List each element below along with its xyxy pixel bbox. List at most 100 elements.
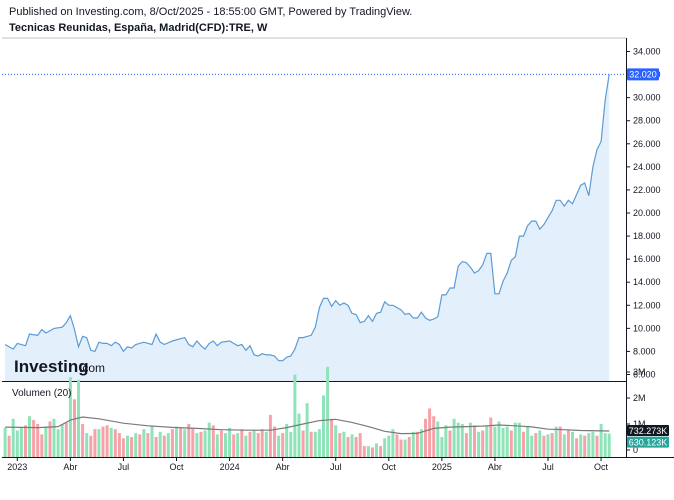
volume-bar <box>170 429 174 457</box>
time-tick-label: 2023 <box>7 462 27 472</box>
volume-bar <box>322 395 325 457</box>
volume-bar <box>36 424 40 457</box>
volume-bar <box>428 408 432 457</box>
volume-bar <box>101 426 105 457</box>
price-tick-label: 34.000 <box>633 47 661 57</box>
volume-bar <box>240 429 244 457</box>
volume-bar <box>105 425 109 457</box>
volume-bar <box>44 426 48 457</box>
volume-bar <box>317 429 321 457</box>
volume-bar <box>338 433 342 457</box>
logo-suffix: .com <box>79 361 105 375</box>
volume-bar <box>260 429 264 457</box>
volume-bar <box>11 418 15 457</box>
volume-bar <box>358 433 362 457</box>
volume-bar <box>534 433 538 457</box>
volume-tick-label: 2M <box>633 393 646 403</box>
volume-bar <box>48 421 52 457</box>
volume-bar <box>89 435 93 457</box>
volume-bar <box>313 431 317 457</box>
time-tick-label: Abr <box>63 462 77 472</box>
volume-bar <box>399 439 403 457</box>
volume-bar <box>562 434 566 457</box>
price-tick-label: 14.000 <box>633 277 661 287</box>
price-tick-label: 18.000 <box>633 231 661 241</box>
volume-bar <box>134 433 138 457</box>
volume-bar <box>517 422 521 457</box>
volume-bar <box>40 434 44 457</box>
volume-bar <box>142 429 146 457</box>
time-tick-label: Abr <box>276 462 290 472</box>
time-tick-label: Jul <box>330 462 342 472</box>
volume-bar <box>424 418 427 457</box>
time-tick-label: 2024 <box>220 462 240 472</box>
volume-bar <box>419 429 423 457</box>
volume-bar <box>583 435 587 457</box>
volume-bar <box>415 431 419 457</box>
volume-bar <box>85 433 89 457</box>
volume-bar <box>158 431 162 457</box>
volume-bars <box>3 366 611 457</box>
volume-bar <box>550 433 554 457</box>
volume-bar <box>73 399 76 457</box>
price-tick-label: 26.000 <box>633 139 661 149</box>
time-tick-label: Oct <box>382 462 397 472</box>
volume-bar <box>526 426 530 457</box>
price-tick-label: 8.000 <box>633 346 656 356</box>
volume-bar <box>162 435 166 457</box>
volume-bar <box>591 431 595 457</box>
volume-bar <box>203 430 207 457</box>
volume-bar <box>354 437 358 457</box>
volume-bar <box>473 425 476 457</box>
time-tick-label: 2025 <box>432 462 452 472</box>
volume-bar <box>558 426 562 457</box>
time-axis-ticks: 2023 Abr Jul Oct 2024 Abr Jul Oct 2025 Abr Jul Oct <box>7 457 609 472</box>
volume-bar <box>350 434 354 457</box>
volume-bar <box>32 420 36 457</box>
volume-bar <box>52 418 56 457</box>
volume-bar <box>7 435 11 457</box>
volume-bar <box>228 427 232 457</box>
volume-axis-ticks: 3M 2M 1M 0 <box>626 367 646 455</box>
volume-bar <box>362 446 366 457</box>
volume-bar <box>546 434 550 457</box>
volume-bar <box>236 433 240 457</box>
published-header: Published on Investing.com, 8/Oct/2025 -… <box>9 6 413 18</box>
time-tick-label: Jul <box>118 462 130 472</box>
volume-bar <box>485 426 489 457</box>
volume-bar <box>395 434 399 457</box>
volume-pane-label: Volumen (20) <box>12 388 71 399</box>
price-tick-label: 10.000 <box>633 323 661 333</box>
volume-bar <box>68 377 72 457</box>
volume-bar <box>334 425 338 457</box>
volume-bar <box>56 429 60 457</box>
volume-bar <box>468 422 472 457</box>
volume-bar <box>187 424 191 457</box>
volume-bar <box>554 426 558 457</box>
volume-bar <box>175 426 178 457</box>
volume-bar <box>150 425 154 457</box>
volume-bar <box>3 427 7 457</box>
volume-bar <box>183 429 187 457</box>
volume-bar <box>538 430 542 457</box>
investing-logo: Investing .com <box>14 357 105 376</box>
volume-bar <box>301 430 305 457</box>
volume-bar <box>542 435 546 457</box>
volume-bar <box>305 403 309 457</box>
volume-bar <box>505 426 509 457</box>
volume-bar <box>464 433 468 457</box>
volume-bar <box>379 446 383 457</box>
volume-bar <box>607 433 611 457</box>
volume-bar <box>411 431 415 457</box>
volume-bar <box>224 433 227 457</box>
price-tick-label: 6.000 <box>633 370 656 380</box>
time-tick-label: Abr <box>488 462 502 472</box>
volume-bar <box>497 421 501 457</box>
volume-bar <box>444 425 448 457</box>
volume-bar <box>121 438 125 457</box>
volume-bar <box>130 437 134 457</box>
volume-bar <box>297 413 301 457</box>
volume-tick-label: 1M <box>633 419 646 429</box>
last-price-label: 32.020 <box>629 69 657 79</box>
